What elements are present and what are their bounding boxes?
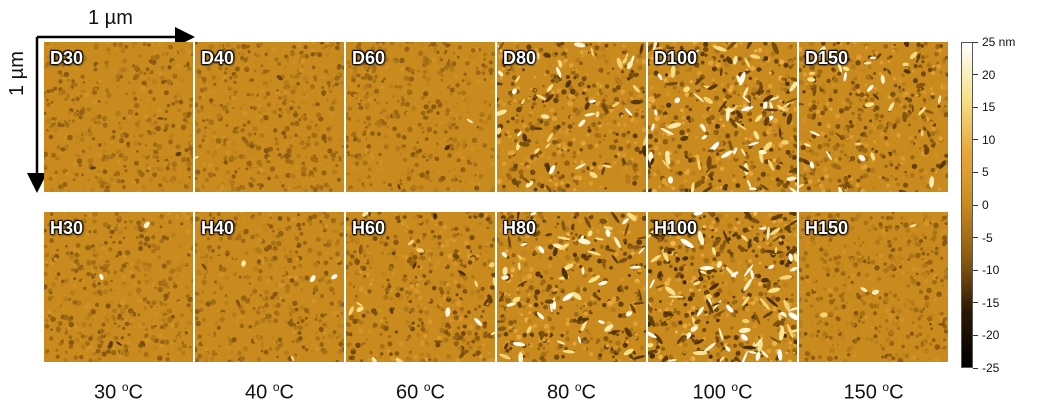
colorbar-tick-label: 0 (982, 198, 989, 212)
afm-panel: H60 (346, 212, 495, 362)
panel-row-bottom: H30 H40 H60 H80 H100 H150 (44, 212, 948, 362)
panel-label: H80 (503, 218, 537, 238)
colorbar-tick-label: 5 (982, 165, 989, 180)
scale-bar-x-label: 1 µm (88, 7, 133, 29)
afm-texture (648, 42, 797, 192)
afm-texture (648, 212, 797, 362)
panel-label: H40 (201, 218, 235, 238)
panel-label: D60 (352, 48, 386, 68)
afm-panel: D80 (497, 42, 646, 192)
panel-label: D100 (654, 48, 698, 68)
afm-panel: H30 (44, 212, 193, 362)
temperature-label: 100 oC (692, 380, 753, 404)
temperature-label: 40 oC (245, 380, 294, 404)
afm-texture (44, 42, 193, 192)
afm-panel: H40 (195, 212, 344, 362)
panel-label: H30 (50, 218, 84, 238)
panel-label: H60 (352, 218, 386, 238)
scale-arrows (27, 27, 195, 193)
afm-texture (195, 212, 344, 362)
colorbar-tick-label: 25 nm (982, 35, 1016, 49)
afm-texture (497, 212, 646, 362)
afm-panel: D100 (648, 42, 797, 192)
colorbar-tick-label: -20 (982, 328, 1000, 343)
panel-label: D150 (805, 48, 849, 68)
colorbar-tick-label: -10 (982, 263, 1000, 278)
afm-panel: H80 (497, 212, 646, 362)
temperature-label: 150 oC (843, 380, 904, 404)
panel-label: D30 (50, 48, 84, 68)
panel-label: D80 (503, 48, 537, 68)
colorbar-tick-label: 20 (982, 67, 996, 82)
temperature-label: 80 oC (547, 380, 596, 404)
colorbar-tick-label: -25 (982, 361, 1000, 375)
colorbar-ticks: 25 nm 20 15 10 5 0 -5 -10 -15 -20 -25 (973, 35, 1042, 375)
afm-texture (799, 42, 948, 192)
afm-panel: D30 (44, 42, 193, 192)
panel-label: H150 (805, 218, 849, 238)
afm-panel: D40 (195, 42, 344, 192)
temperature-label: 30 oC (94, 380, 143, 404)
colorbar-tick-label: -5 (982, 230, 993, 245)
afm-texture (497, 42, 646, 192)
afm-texture (346, 42, 495, 192)
afm-panel: H100 (648, 212, 797, 362)
afm-panel: D60 (346, 42, 495, 192)
panel-label: H100 (654, 218, 698, 238)
afm-texture (44, 212, 193, 362)
colorbar-tick-label: 10 (982, 132, 996, 147)
panel-label: D40 (201, 48, 235, 68)
afm-texture (346, 212, 495, 362)
height-colorbar (961, 42, 973, 368)
afm-panel: H150 (799, 212, 948, 362)
temperature-labels: 30 oC 40 oC 60 oC 80 oC 100 oC 150 oC (44, 380, 948, 405)
afm-panel: D150 (799, 42, 948, 192)
panel-row-top: D30 D40 D60 D80 D100 D150 (44, 42, 948, 192)
afm-texture (195, 42, 344, 192)
temperature-label: 60 oC (396, 380, 445, 404)
afm-texture (799, 212, 948, 362)
colorbar-tick-label: 15 (982, 100, 996, 115)
colorbar-tick-label: -15 (982, 295, 1000, 310)
